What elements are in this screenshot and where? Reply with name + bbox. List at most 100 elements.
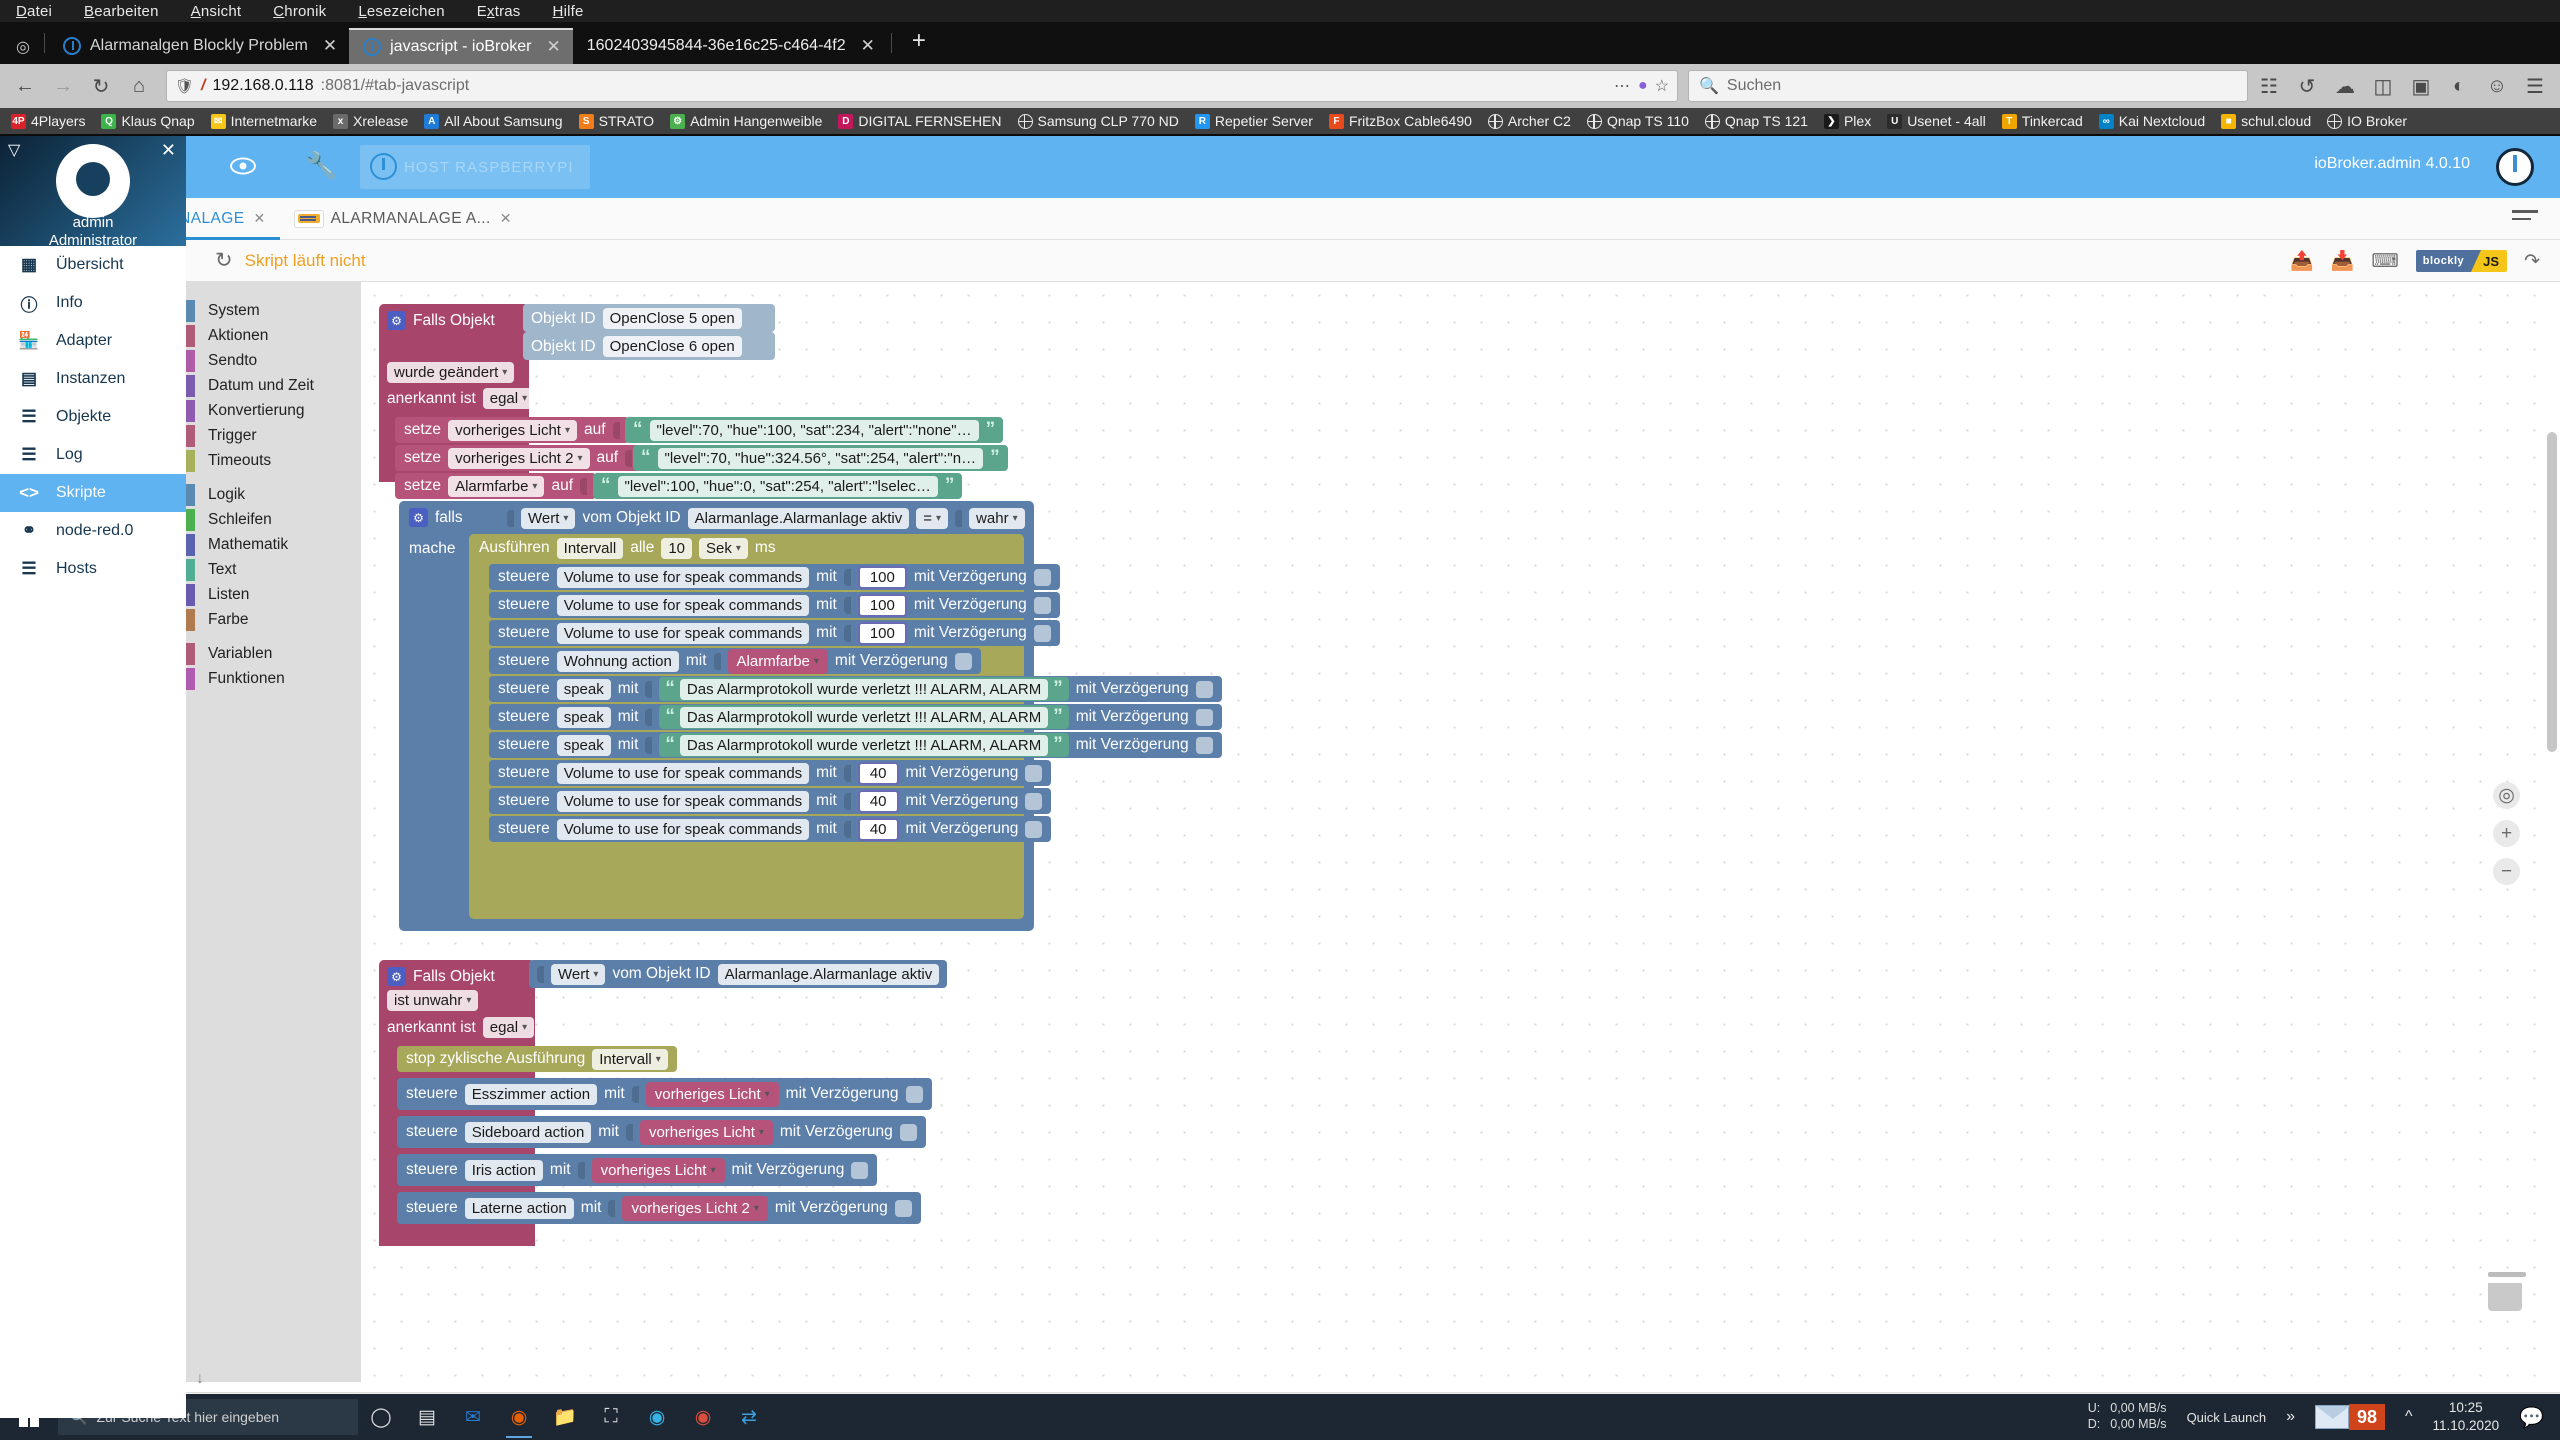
bookmark-item[interactable]: 4P 4Players bbox=[4, 111, 92, 131]
block1-trigger-dropdown[interactable]: wurde geändert bbox=[387, 362, 515, 383]
edge-icon[interactable]: ◉ bbox=[648, 1406, 666, 1428]
quick-launch-label[interactable]: Quick Launch bbox=[2186, 1409, 2267, 1425]
menu-datei[interactable]: DDateiatei bbox=[16, 2, 53, 20]
delay-socket[interactable] bbox=[1195, 680, 1213, 698]
canvas-vertical-scrollbar[interactable] bbox=[2547, 432, 2557, 992]
sidebar-item--bersicht[interactable]: ▦ Übersicht bbox=[0, 246, 186, 284]
palette-item-funktionen[interactable]: Funktionen bbox=[186, 666, 361, 691]
text-value[interactable]: Das Alarmprotokoll wurde verletzt !!! AL… bbox=[679, 706, 1049, 728]
menu-lesezeichen[interactable]: Lesezeichen bbox=[358, 2, 445, 20]
text-value[interactable]: "level":70, "hue":100, "sat":234, "alert… bbox=[649, 419, 979, 441]
delay-socket[interactable] bbox=[1033, 624, 1051, 642]
task-view-icon[interactable]: ◯ bbox=[370, 1406, 392, 1428]
container-icon[interactable]: ◫ bbox=[2373, 75, 2393, 98]
palette-item-schleifen[interactable]: Schleifen bbox=[186, 507, 361, 532]
bookmark-item[interactable]: ✉ Internetmarke bbox=[204, 111, 324, 131]
pocket-icon[interactable]: ● bbox=[1637, 77, 1648, 94]
target-object[interactable]: Volume to use for speak commands bbox=[556, 566, 810, 588]
delay-socket[interactable] bbox=[1025, 820, 1043, 838]
block2-objid[interactable]: Wert vom Objekt ID Alarmanlage.Alarmanla… bbox=[529, 960, 948, 988]
host-selector[interactable]: HOST RASPBERRYPI bbox=[360, 145, 590, 189]
sidebar-item-log[interactable]: ☰ Log bbox=[0, 436, 186, 474]
delay-socket[interactable] bbox=[1033, 568, 1051, 586]
block2-ack[interactable]: anerkannt ist egal bbox=[387, 1017, 535, 1038]
steuere-row[interactable]: steuere Sideboard action mit vorheriges Lic… bbox=[397, 1116, 926, 1148]
app-menu-icon[interactable]: ☰ bbox=[2526, 75, 2544, 98]
delay-socket[interactable] bbox=[954, 652, 972, 670]
delay-socket[interactable] bbox=[1025, 792, 1043, 810]
palette-item-system[interactable]: System bbox=[186, 298, 361, 323]
library-icon[interactable]: ☷ bbox=[2260, 75, 2278, 98]
block-falls-objekt-1[interactable]: ⚙ Falls Objekt bbox=[379, 304, 529, 414]
bookmark-item[interactable]: x Xrelease bbox=[326, 111, 415, 131]
bookmark-item[interactable]: Archer C2 bbox=[1481, 111, 1578, 131]
zoom-out-button[interactable]: − bbox=[2493, 858, 2520, 885]
gear-icon[interactable]: ⚙ bbox=[387, 967, 406, 986]
delay-socket[interactable] bbox=[1033, 596, 1051, 614]
palette-item-mathematik[interactable]: Mathematik bbox=[186, 532, 361, 557]
close-icon[interactable]: ✕ bbox=[499, 210, 512, 226]
reload-icon[interactable]: ↻ bbox=[92, 75, 110, 98]
tab-overflow-icon[interactable] bbox=[2512, 210, 2538, 225]
stop-target[interactable]: Intervall bbox=[592, 1048, 668, 1070]
objid-value[interactable]: Alarmanlage.Alarmanlage aktiv bbox=[717, 963, 940, 985]
steuere-row[interactable]: steuere Laterne action mit vorheriges Licht… bbox=[397, 1192, 921, 1224]
steuere-row[interactable]: steuere speak mit “Das Alarmprotokoll wurde… bbox=[489, 676, 1222, 702]
target-object[interactable]: Volume to use for speak commands bbox=[556, 594, 810, 616]
palette-item-variablen[interactable]: Variablen bbox=[186, 641, 361, 666]
variable-value[interactable]: vorheriges Licht bbox=[639, 1119, 773, 1145]
bookmark-item[interactable]: Qnap TS 121 bbox=[1698, 111, 1815, 131]
number-value[interactable]: 40 bbox=[857, 789, 899, 813]
bookmark-item[interactable]: Q Klaus Qnap bbox=[94, 111, 201, 131]
bookmark-item[interactable]: ❯ Plex bbox=[1817, 111, 1878, 131]
ack-value[interactable]: egal bbox=[482, 1017, 535, 1038]
number-value[interactable]: 100 bbox=[857, 565, 907, 589]
sidebar-item-objekte[interactable]: ☰ Objekte bbox=[0, 398, 186, 436]
delay-socket[interactable] bbox=[851, 1161, 869, 1179]
steuere-row[interactable]: steuere Volume to use for speak commands m… bbox=[489, 788, 1052, 814]
blockly-js-toggle[interactable]: blockly JS bbox=[2415, 250, 2508, 272]
bookmark-item[interactable]: ∞ Kai Nextcloud bbox=[2092, 111, 2212, 131]
interval-unit[interactable]: Sek bbox=[699, 537, 748, 559]
objid-value[interactable]: OpenClose 6 open bbox=[602, 336, 742, 357]
store-icon[interactable]: ⛶ bbox=[604, 1406, 618, 1427]
close-icon[interactable]: ✕ bbox=[160, 140, 176, 160]
script-tab-1[interactable]: ALARMANALAGE A... ✕ bbox=[280, 198, 526, 240]
delay-socket[interactable] bbox=[899, 1123, 917, 1141]
block2-condition[interactable]: ist unwahr bbox=[387, 990, 479, 1011]
ack-value[interactable]: egal bbox=[482, 388, 535, 409]
variable-name[interactable]: vorheriges Licht 2 bbox=[448, 447, 590, 469]
sidebar-item-skripte[interactable]: <​> Skripte bbox=[0, 474, 186, 512]
menu-bearbeiten[interactable]: Bearbeiten bbox=[84, 2, 159, 20]
explorer-icon[interactable]: 📁 bbox=[553, 1407, 577, 1428]
block1-text-3[interactable]: “ "level":100, "hue":0, "sat":254, "aler… bbox=[593, 473, 963, 499]
menu-hilfe[interactable]: Hilfe bbox=[552, 2, 584, 20]
steuere-row[interactable]: steuere Volume to use for speak commands m… bbox=[489, 816, 1052, 842]
block2-stop-interval[interactable]: stop zyklische Ausführung Intervall bbox=[397, 1046, 677, 1072]
wert-dropdown[interactable]: Wert bbox=[551, 963, 606, 985]
address-bar[interactable]: 🛡 / 192.168.0.118:8081/#tab-javascript ⋯… bbox=[166, 70, 1678, 102]
sidebar-item-node-red-0[interactable]: ⚭ node-red.0 bbox=[0, 512, 186, 550]
text-block[interactable]: “Das Alarmprotokoll wurde verletzt !!! A… bbox=[659, 705, 1069, 729]
zoom-in-button[interactable]: + bbox=[2493, 820, 2520, 847]
number-value[interactable]: 40 bbox=[857, 817, 899, 841]
operator-dropdown[interactable]: = bbox=[916, 507, 949, 529]
delay-socket[interactable] bbox=[1195, 736, 1213, 754]
export-icon[interactable]: 📤 bbox=[2289, 251, 2314, 272]
close-icon[interactable]: ✕ bbox=[253, 210, 266, 226]
delay-socket[interactable] bbox=[1025, 764, 1043, 782]
falls-compare-row[interactable]: Wert vom Objekt ID Alarmanlage.Alarmanla… bbox=[501, 504, 1031, 532]
wert-dropdown[interactable]: Wert bbox=[521, 507, 576, 529]
trash-icon[interactable] bbox=[2488, 1272, 2526, 1312]
gear-icon[interactable]: ⚙ bbox=[409, 508, 428, 527]
block1-text-2[interactable]: “ "level":70, "hue":324.56°, "sat":254, … bbox=[633, 445, 1008, 471]
target-object[interactable]: speak bbox=[556, 678, 611, 700]
target-object[interactable]: Volume to use for speak commands bbox=[556, 622, 810, 644]
block1-text-1[interactable]: “ "level":70, "hue":100, "sat":234, "ale… bbox=[625, 417, 1004, 443]
target-object[interactable]: speak bbox=[556, 706, 611, 728]
steuere-row[interactable]: steuere Esszimmer action mit vorheriges Lic… bbox=[397, 1078, 932, 1110]
text-value[interactable]: Das Alarmprotokoll wurde verletzt !!! AL… bbox=[679, 678, 1049, 700]
bookmark-item[interactable]: ⚙ Admin Hangenweible bbox=[663, 111, 829, 131]
trigger-value[interactable]: wurde geändert bbox=[387, 362, 515, 383]
bookmark-item[interactable]: T Tinkercad bbox=[1995, 111, 2090, 131]
